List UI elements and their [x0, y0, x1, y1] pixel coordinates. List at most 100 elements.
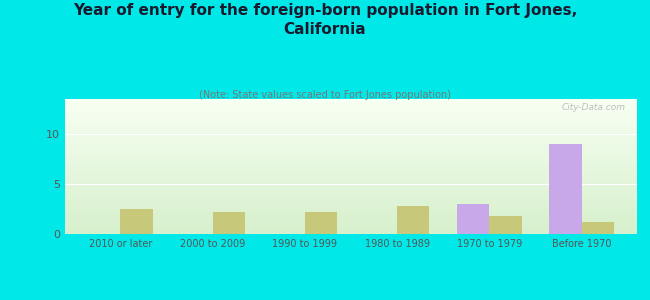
- Text: (Note: State values scaled to Fort Jones population): (Note: State values scaled to Fort Jones…: [199, 90, 451, 100]
- Bar: [65, 99, 637, 100]
- Bar: [65, 214, 637, 215]
- Bar: [65, 121, 637, 122]
- Bar: [65, 208, 637, 210]
- Bar: [65, 194, 637, 195]
- Text: City-Data.com: City-Data.com: [562, 103, 625, 112]
- Bar: [582, 222, 614, 234]
- Bar: [65, 210, 637, 211]
- Bar: [213, 212, 245, 234]
- Bar: [65, 197, 637, 199]
- Bar: [65, 207, 637, 208]
- Bar: [65, 138, 637, 140]
- Bar: [65, 156, 637, 157]
- Bar: [65, 224, 637, 226]
- Bar: [65, 112, 637, 114]
- Bar: [65, 196, 637, 197]
- Bar: [65, 103, 637, 104]
- Bar: [65, 122, 637, 123]
- Bar: [65, 111, 637, 112]
- Bar: [65, 233, 637, 234]
- Bar: [65, 150, 637, 152]
- Bar: [65, 129, 637, 130]
- Bar: [65, 217, 637, 218]
- Bar: [65, 206, 637, 207]
- Bar: [65, 157, 637, 158]
- Bar: [65, 142, 637, 144]
- Bar: [65, 158, 637, 160]
- Bar: [65, 170, 637, 172]
- Bar: [65, 230, 637, 231]
- Bar: [65, 164, 637, 165]
- Bar: [65, 176, 637, 177]
- Bar: [65, 165, 637, 166]
- Bar: [65, 180, 637, 181]
- Bar: [65, 172, 637, 173]
- Bar: [65, 130, 637, 131]
- Bar: [65, 149, 637, 150]
- Bar: [65, 187, 637, 188]
- Bar: [120, 209, 153, 234]
- Bar: [65, 136, 637, 137]
- Bar: [65, 181, 637, 183]
- Text: Year of entry for the foreign-born population in Fort Jones,
California: Year of entry for the foreign-born popul…: [73, 3, 577, 37]
- Bar: [65, 131, 637, 133]
- Bar: [65, 231, 637, 233]
- Bar: [65, 126, 637, 127]
- Bar: [457, 204, 489, 234]
- Bar: [65, 134, 637, 135]
- Bar: [65, 145, 637, 146]
- Bar: [65, 104, 637, 106]
- Bar: [65, 211, 637, 212]
- Bar: [65, 106, 637, 107]
- Bar: [65, 184, 637, 185]
- Bar: [65, 167, 637, 168]
- Bar: [65, 100, 637, 102]
- Bar: [65, 183, 637, 184]
- Bar: [65, 160, 637, 161]
- Bar: [65, 127, 637, 129]
- Bar: [65, 161, 637, 162]
- Bar: [65, 173, 637, 175]
- Bar: [65, 218, 637, 219]
- Bar: [65, 109, 637, 110]
- Bar: [397, 206, 430, 234]
- Bar: [65, 133, 637, 134]
- Bar: [65, 125, 637, 126]
- Bar: [65, 118, 637, 119]
- Bar: [65, 168, 637, 169]
- Bar: [65, 191, 637, 192]
- Bar: [305, 212, 337, 234]
- Bar: [65, 137, 637, 138]
- Bar: [65, 192, 637, 194]
- Bar: [65, 227, 637, 229]
- Bar: [65, 178, 637, 180]
- Bar: [65, 212, 637, 214]
- Bar: [65, 204, 637, 206]
- Bar: [65, 215, 637, 217]
- Bar: [65, 222, 637, 223]
- Bar: [65, 154, 637, 156]
- Bar: [65, 146, 637, 148]
- Bar: [65, 190, 637, 191]
- Bar: [65, 188, 637, 190]
- Bar: [65, 116, 637, 118]
- Bar: [65, 119, 637, 121]
- Bar: [65, 152, 637, 153]
- Bar: [489, 216, 522, 234]
- Bar: [65, 144, 637, 145]
- Bar: [65, 140, 637, 141]
- Bar: [65, 107, 637, 108]
- Bar: [65, 175, 637, 176]
- Bar: [65, 195, 637, 196]
- Bar: [65, 177, 637, 178]
- Bar: [549, 144, 582, 234]
- Bar: [65, 199, 637, 200]
- Bar: [65, 202, 637, 203]
- Bar: [65, 110, 637, 111]
- Bar: [65, 219, 637, 220]
- Bar: [65, 169, 637, 170]
- Bar: [65, 220, 637, 222]
- Bar: [65, 200, 637, 202]
- Bar: [65, 148, 637, 149]
- Bar: [65, 163, 637, 164]
